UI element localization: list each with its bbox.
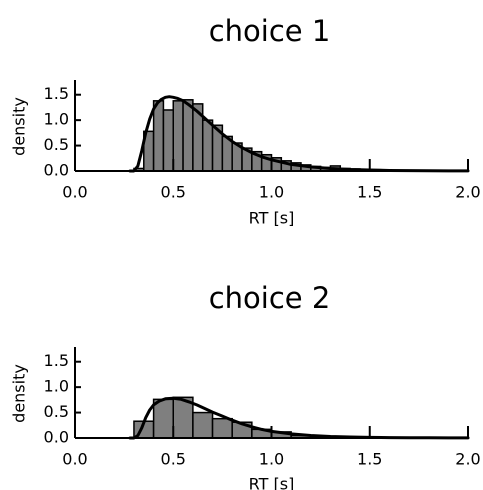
x-tick-label: 0.0 (62, 183, 87, 202)
y-axis-label: density (10, 97, 29, 156)
histogram-bar (201, 119, 214, 172)
histogram-bar (172, 100, 184, 172)
x-tick-label: 2.0 (455, 183, 480, 202)
histogram-bar (162, 109, 175, 172)
x-tick-label: 0.0 (62, 450, 87, 469)
x-tick-label: 1.5 (357, 450, 382, 469)
y-tick-label: 0.0 (44, 428, 69, 447)
y-tick-label: 0.5 (44, 135, 69, 154)
histogram-bar (152, 100, 165, 172)
y-tick-label: 1.5 (44, 84, 69, 103)
x-tick-label: 1.0 (259, 450, 284, 469)
chart-panel-1: choice 1 0.0 0.5 1.0 1.5 2.0 0.0 0.5 1.0 1.5 RT [s… (10, 14, 481, 228)
x-tick-label: 1.5 (357, 183, 382, 202)
y-tick-label: 1.0 (44, 377, 69, 396)
x-tick-label: 0.5 (161, 183, 186, 202)
y-axis-label: density (10, 364, 29, 423)
chart-title: choice 1 (209, 14, 331, 48)
y-tick-label: 1.0 (44, 110, 69, 129)
x-tick-label: 1.0 (259, 183, 284, 202)
histogram-bar (192, 411, 214, 439)
x-tick-label: 0.5 (161, 450, 186, 469)
y-tick-label: 0.0 (44, 161, 69, 180)
density-curve (128, 95, 470, 173)
histogram-bar (182, 99, 194, 172)
x-tick-label: 2.0 (455, 450, 480, 469)
x-axis-label: RT [s] (249, 209, 295, 228)
histogram-bar (211, 417, 233, 439)
x-axis-label: RT [s] (249, 475, 295, 490)
histogram-bar (152, 398, 175, 439)
y-tick-label: 0.5 (44, 402, 69, 421)
chart-title: choice 2 (209, 281, 331, 315)
y-tick-label: 1.5 (44, 351, 69, 370)
chart-panel-2: choice 2 0.0 0.5 1.0 1.5 2.0 0.0 0.5 1.0 1.5 RT [s… (10, 281, 481, 490)
